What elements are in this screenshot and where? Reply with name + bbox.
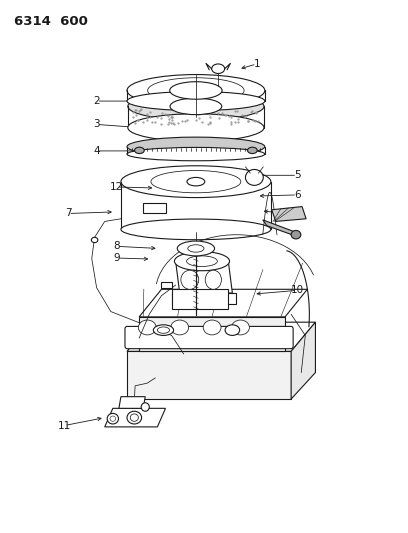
Ellipse shape: [212, 64, 225, 74]
Text: 7: 7: [65, 208, 71, 219]
Polygon shape: [143, 203, 166, 214]
Text: 11: 11: [58, 421, 71, 431]
Ellipse shape: [127, 148, 265, 161]
Ellipse shape: [174, 252, 230, 271]
Ellipse shape: [91, 237, 98, 243]
Ellipse shape: [157, 327, 170, 333]
Ellipse shape: [225, 325, 239, 335]
Text: 13: 13: [290, 209, 304, 220]
Polygon shape: [139, 289, 307, 317]
Ellipse shape: [127, 75, 265, 107]
Ellipse shape: [170, 82, 222, 99]
Ellipse shape: [291, 230, 301, 239]
Ellipse shape: [121, 166, 271, 198]
Ellipse shape: [128, 114, 264, 141]
Polygon shape: [139, 317, 285, 351]
Ellipse shape: [128, 93, 264, 120]
Ellipse shape: [130, 414, 138, 421]
Polygon shape: [105, 408, 166, 427]
Text: 6314  600: 6314 600: [13, 14, 87, 28]
Polygon shape: [172, 289, 228, 309]
Ellipse shape: [127, 92, 265, 111]
Polygon shape: [119, 397, 145, 408]
Ellipse shape: [151, 171, 241, 193]
Polygon shape: [162, 282, 172, 288]
Ellipse shape: [188, 245, 204, 252]
Polygon shape: [263, 220, 299, 237]
Ellipse shape: [135, 147, 144, 154]
Ellipse shape: [171, 320, 188, 335]
Ellipse shape: [121, 219, 271, 240]
Ellipse shape: [148, 78, 244, 103]
Ellipse shape: [248, 147, 257, 154]
Text: 6: 6: [294, 190, 301, 200]
Ellipse shape: [177, 241, 215, 256]
Text: 10: 10: [290, 285, 304, 295]
Polygon shape: [127, 322, 315, 351]
Ellipse shape: [203, 320, 221, 335]
Ellipse shape: [153, 325, 174, 335]
Text: 3: 3: [93, 119, 100, 130]
Text: 9: 9: [113, 253, 120, 263]
Ellipse shape: [232, 320, 249, 335]
Ellipse shape: [170, 98, 222, 115]
Polygon shape: [172, 293, 236, 304]
Polygon shape: [291, 322, 315, 399]
Ellipse shape: [110, 416, 115, 421]
Text: 1: 1: [253, 59, 260, 69]
Ellipse shape: [127, 137, 265, 156]
Ellipse shape: [186, 256, 217, 266]
Text: 8: 8: [113, 241, 120, 252]
Ellipse shape: [187, 177, 205, 186]
Text: 5: 5: [294, 171, 301, 180]
Ellipse shape: [205, 270, 222, 289]
Polygon shape: [272, 207, 306, 221]
Ellipse shape: [107, 414, 118, 424]
Ellipse shape: [127, 411, 142, 424]
Text: 4: 4: [93, 146, 100, 156]
Ellipse shape: [138, 320, 156, 335]
Ellipse shape: [141, 403, 149, 411]
Polygon shape: [175, 261, 233, 293]
Ellipse shape: [181, 270, 199, 289]
Text: 2: 2: [93, 96, 100, 106]
FancyBboxPatch shape: [125, 326, 293, 349]
Text: 12: 12: [110, 182, 124, 192]
Polygon shape: [127, 351, 291, 399]
Ellipse shape: [246, 169, 263, 185]
